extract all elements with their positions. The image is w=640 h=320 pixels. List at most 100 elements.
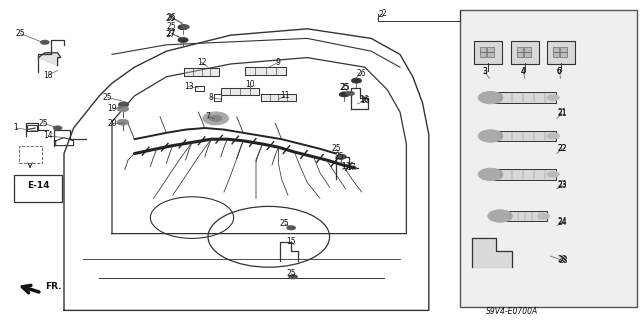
Polygon shape [184, 68, 219, 76]
FancyBboxPatch shape [480, 47, 486, 52]
Text: 25: 25 [331, 144, 341, 153]
Text: 25: 25 [339, 84, 349, 92]
Text: 25: 25 [38, 119, 49, 128]
Bar [504, 211, 547, 221]
Text: 23: 23 [557, 180, 568, 189]
Circle shape [547, 171, 559, 178]
Polygon shape [38, 53, 61, 66]
FancyBboxPatch shape [560, 47, 566, 52]
Text: 22: 22 [558, 144, 567, 153]
Text: 10: 10 [244, 80, 255, 89]
FancyBboxPatch shape [547, 41, 575, 64]
Text: 1: 1 [13, 124, 19, 132]
Text: 2: 2 [381, 9, 387, 18]
Circle shape [336, 155, 345, 159]
Text: 26: 26 [356, 69, 367, 78]
Text: 7: 7 [205, 112, 211, 121]
Circle shape [118, 102, 129, 107]
Text: 11: 11 [280, 92, 289, 100]
Circle shape [488, 210, 513, 222]
Circle shape [538, 213, 550, 219]
Text: 15: 15 [286, 237, 296, 246]
Text: S9V4-E0700A: S9V4-E0700A [486, 308, 539, 316]
FancyBboxPatch shape [480, 52, 486, 57]
Circle shape [119, 102, 128, 106]
Text: 21: 21 [557, 109, 566, 118]
Text: 21: 21 [558, 108, 567, 117]
Text: 22: 22 [557, 144, 566, 153]
Text: 25: 25 [15, 29, 26, 38]
Text: 25: 25 [334, 152, 344, 161]
Text: 24: 24 [557, 218, 567, 227]
FancyBboxPatch shape [524, 47, 531, 52]
Text: 4: 4 [521, 67, 526, 76]
Circle shape [203, 112, 228, 125]
FancyBboxPatch shape [553, 47, 559, 52]
Text: 3: 3 [482, 67, 487, 76]
FancyBboxPatch shape [517, 47, 524, 52]
Text: E-14: E-14 [27, 181, 49, 190]
Polygon shape [244, 67, 287, 75]
Text: 25: 25 [340, 83, 351, 92]
Text: 28: 28 [559, 256, 568, 265]
Text: 16: 16 [358, 95, 369, 104]
Circle shape [180, 25, 189, 29]
Text: 2: 2 [378, 10, 383, 19]
Text: 19: 19 [107, 104, 117, 113]
Circle shape [287, 226, 296, 230]
Text: 20: 20 [107, 119, 117, 128]
Text: 25: 25 [286, 269, 296, 278]
Text: 8: 8 [209, 93, 214, 102]
FancyBboxPatch shape [474, 41, 502, 64]
Text: 24: 24 [557, 217, 568, 226]
Text: 17: 17 [340, 162, 351, 171]
Text: 27: 27 [165, 30, 175, 39]
Text: 28: 28 [558, 255, 567, 264]
Text: 6: 6 [557, 68, 562, 76]
Text: 17: 17 [346, 163, 356, 172]
Text: 9: 9 [276, 58, 281, 67]
Circle shape [289, 275, 298, 279]
Text: 25: 25 [166, 22, 177, 31]
Circle shape [178, 25, 188, 30]
FancyBboxPatch shape [524, 52, 531, 57]
Bar [19, 146, 42, 163]
Text: FR.: FR. [45, 282, 61, 291]
Circle shape [178, 37, 188, 43]
Circle shape [117, 106, 129, 112]
Polygon shape [221, 88, 259, 95]
Circle shape [351, 78, 362, 83]
Text: 16: 16 [360, 96, 370, 105]
Text: 26: 26 [165, 14, 175, 23]
Circle shape [209, 115, 222, 122]
FancyBboxPatch shape [517, 52, 524, 57]
Text: 23: 23 [557, 181, 567, 190]
Circle shape [117, 119, 129, 125]
Circle shape [346, 91, 355, 96]
Circle shape [40, 40, 49, 44]
Circle shape [547, 133, 559, 139]
FancyBboxPatch shape [487, 47, 493, 52]
Circle shape [339, 92, 349, 97]
Text: 4: 4 [521, 68, 526, 76]
Bar [495, 131, 557, 141]
Bar [14, 175, 62, 202]
Bar [495, 169, 557, 180]
Circle shape [478, 92, 503, 104]
Bar [495, 92, 557, 103]
Circle shape [547, 94, 559, 101]
Text: 12: 12 [197, 58, 206, 67]
Text: 26: 26 [166, 13, 177, 22]
Circle shape [478, 130, 503, 142]
Text: 27: 27 [166, 29, 177, 38]
FancyBboxPatch shape [487, 52, 493, 57]
Text: 18: 18 [44, 71, 52, 80]
Text: 14: 14 [43, 132, 53, 140]
Text: 6: 6 [557, 67, 562, 76]
Text: 25: 25 [280, 220, 290, 228]
Circle shape [478, 168, 503, 180]
Circle shape [336, 154, 346, 159]
Bar [460, 10, 637, 307]
Polygon shape [261, 94, 296, 101]
Polygon shape [472, 238, 512, 267]
